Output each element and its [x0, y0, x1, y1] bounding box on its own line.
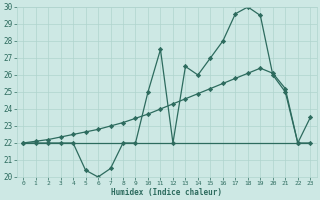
X-axis label: Humidex (Indice chaleur): Humidex (Indice chaleur): [111, 188, 222, 197]
